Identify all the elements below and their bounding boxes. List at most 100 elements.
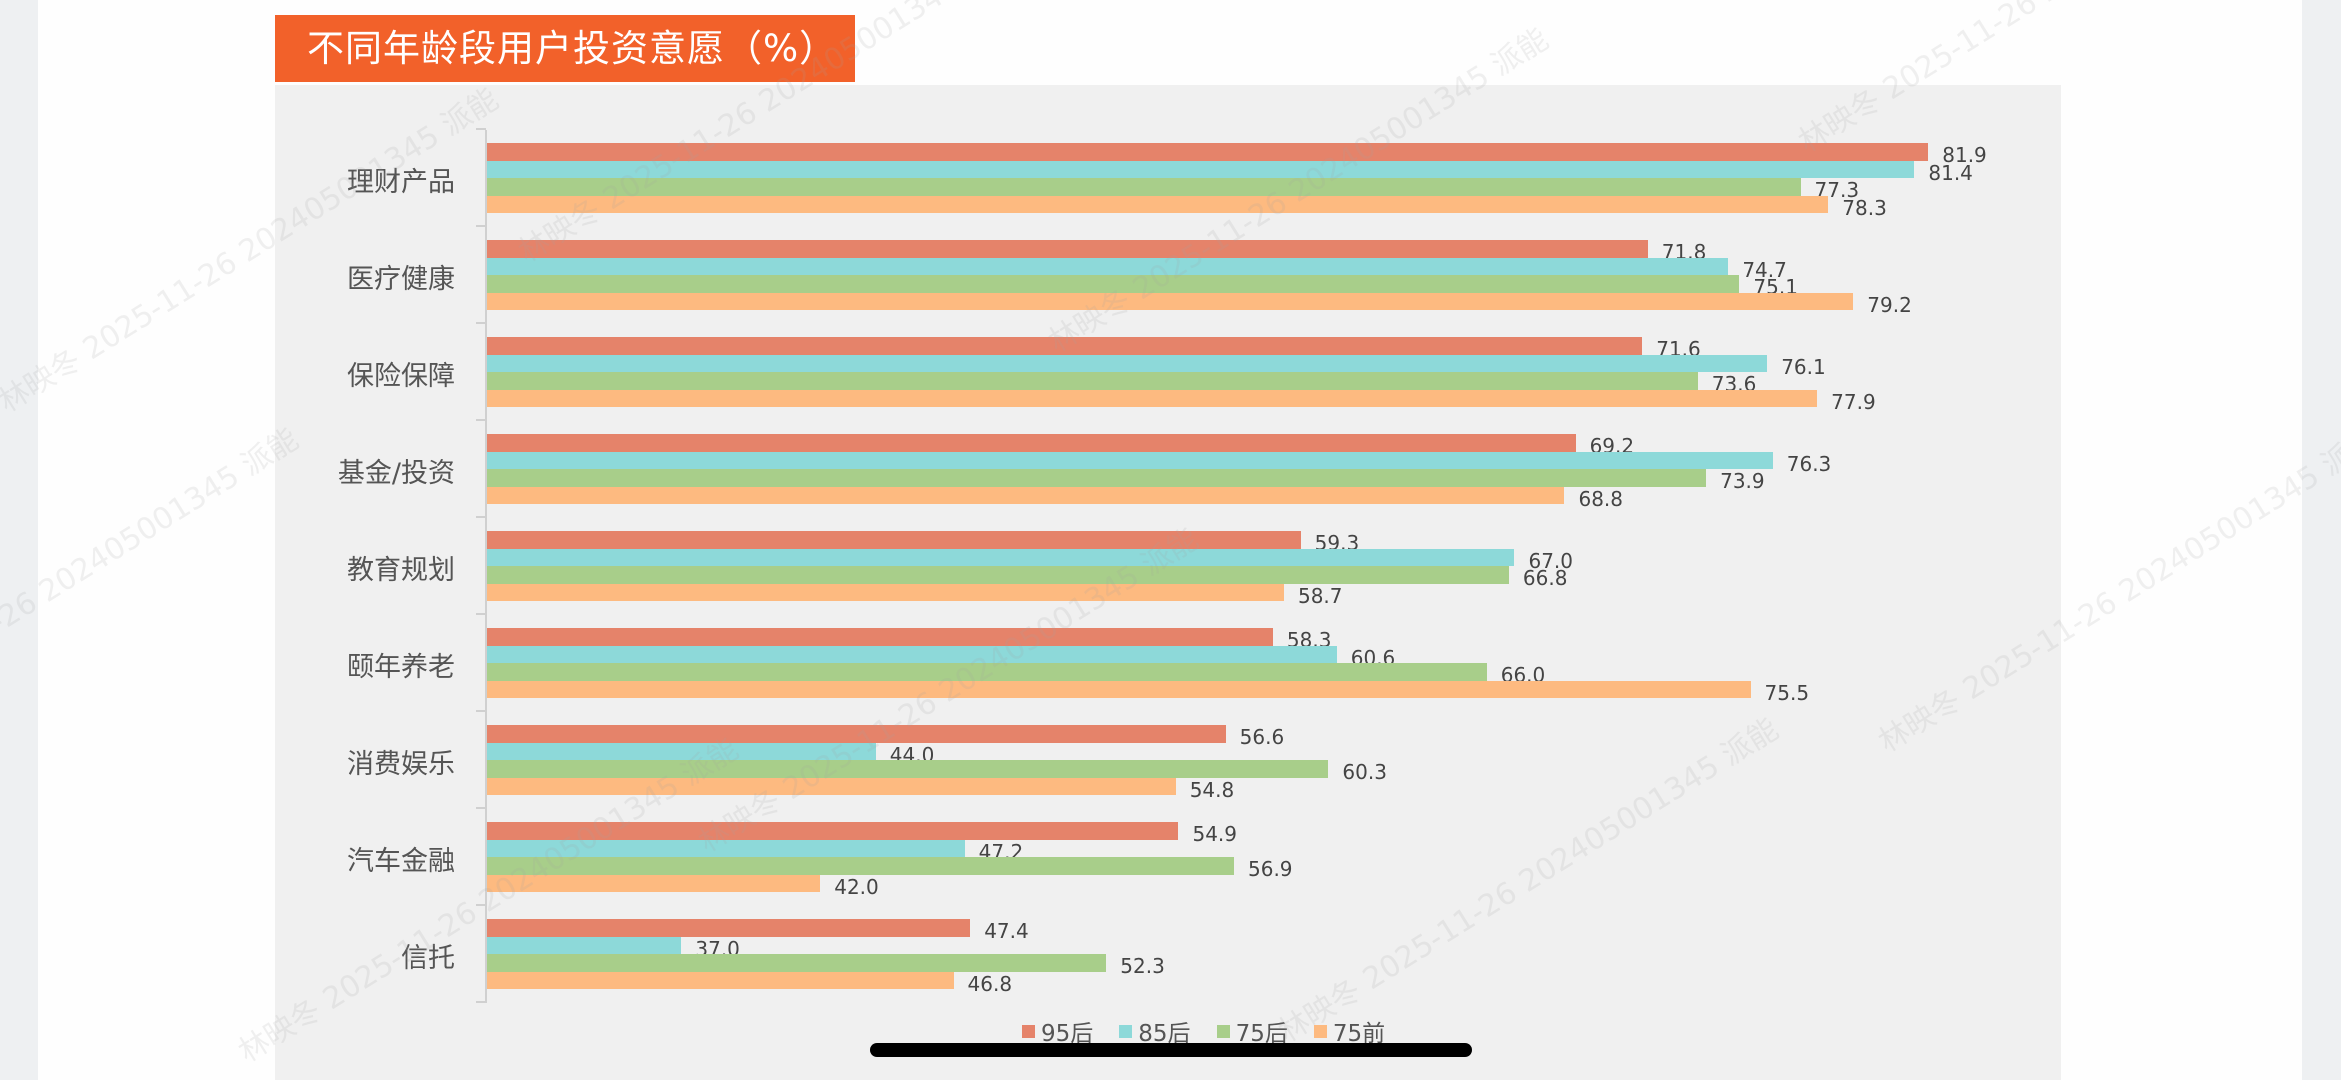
legend-item-95: 95后 [1022, 1014, 1093, 1048]
legend-item-75: 75后 [1216, 1014, 1288, 1048]
value-label: 37.0 [695, 936, 740, 961]
axis-tick [476, 807, 486, 809]
bar-85后 [487, 354, 1768, 372]
category-label: 消费娱乐 [347, 749, 455, 780]
bar-95后 [487, 725, 1226, 743]
value-label: 59.3 [1314, 531, 1360, 555]
bar-75后 [487, 566, 1509, 584]
value-label: 60.6 [1350, 645, 1396, 670]
bar-95后 [487, 143, 1929, 161]
value-label: 54.8 [1189, 777, 1235, 802]
bar-75前 [487, 389, 1818, 407]
legend-label: 95后 [1041, 1021, 1094, 1047]
value-label: 60.3 [1342, 760, 1387, 784]
bar-75前 [487, 874, 821, 892]
bar-75后 [487, 760, 1329, 778]
bar-75前 [487, 583, 1284, 601]
axis-tick [476, 904, 486, 906]
value-label: 46.8 [967, 971, 1013, 996]
axis-tick [476, 419, 486, 421]
value-label: 77.3 [1814, 178, 1860, 202]
legend-swatch-icon [1216, 1024, 1230, 1038]
legend-item-85: 85后 [1119, 1014, 1191, 1048]
value-label: 79.2 [1867, 292, 1912, 317]
value-label: 74.7 [1742, 257, 1787, 282]
axis-tick [476, 1001, 486, 1003]
bar-95后 [487, 628, 1273, 646]
value-label: 71.8 [1661, 240, 1707, 264]
axis-tick [476, 710, 486, 712]
bar-85后 [487, 451, 1773, 469]
value-label: 81.9 [1942, 143, 1987, 167]
bar-75后 [487, 372, 1698, 390]
value-label: 47.4 [984, 919, 1029, 943]
axis-tick [476, 516, 486, 518]
value-label: 81.4 [1928, 160, 1973, 185]
legend-label: 75后 [1235, 1021, 1288, 1047]
bar-85后 [487, 742, 876, 760]
bar-75前 [487, 195, 1829, 213]
value-label: 47.2 [978, 839, 1024, 864]
chart-legend: 95后 85后 75后 75前 [1022, 1014, 1386, 1048]
bar-95后 [487, 337, 1643, 355]
bar-95后 [487, 240, 1648, 258]
value-label: 71.6 [1656, 337, 1701, 361]
bar-85后 [487, 839, 965, 857]
axis-tick [476, 322, 486, 324]
bar-75后 [487, 469, 1707, 487]
value-label: 52.3 [1120, 954, 1165, 978]
value-label: 77.9 [1831, 389, 1876, 414]
bar-85后 [487, 257, 1729, 275]
legend-swatch-icon [1119, 1024, 1133, 1038]
value-label: 44.0 [889, 742, 935, 767]
bar-95后 [487, 822, 1179, 840]
category-label: 医疗健康 [347, 264, 455, 295]
bar-95后 [487, 434, 1576, 452]
value-label: 54.9 [1192, 822, 1237, 846]
value-label: 58.3 [1286, 628, 1332, 652]
bar-75前 [487, 777, 1176, 795]
bar-75前 [487, 971, 954, 989]
legend-swatch-icon [1022, 1024, 1035, 1038]
value-label: 67.0 [1528, 548, 1574, 573]
bar-75前 [487, 486, 1565, 504]
bar-75后 [487, 178, 1801, 196]
axis-tick [476, 225, 486, 227]
value-label: 56.6 [1239, 725, 1285, 749]
axis-tick [476, 613, 486, 615]
category-label: 信托 [401, 943, 455, 974]
bar-75后 [487, 857, 1234, 875]
category-label: 理财产品 [347, 167, 455, 198]
home-indicator-bar[interactable] [870, 1043, 1472, 1057]
bar-85后 [487, 936, 682, 954]
legend-label: 85后 [1138, 1021, 1191, 1047]
bar-95后 [487, 531, 1301, 549]
value-label: 75.5 [1764, 680, 1810, 705]
bar-75后 [487, 663, 1487, 681]
value-label: 76.1 [1781, 354, 1826, 379]
category-label: 汽车金融 [347, 846, 455, 877]
axis-tick [476, 128, 486, 130]
y-axis-line [485, 130, 487, 1003]
value-label: 73.9 [1720, 469, 1765, 493]
value-label: 76.3 [1786, 451, 1832, 476]
bar-75后 [487, 275, 1740, 293]
bar-85后 [487, 645, 1337, 663]
category-label: 基金/投资 [337, 458, 455, 489]
legend-label: 75前 [1332, 1021, 1386, 1047]
value-label: 73.6 [1711, 372, 1757, 396]
chart-title: 不同年龄段用户投资意愿（%） [275, 15, 855, 82]
category-label: 颐年养老 [347, 652, 455, 683]
bar-85后 [487, 548, 1515, 566]
bar-75前 [487, 292, 1854, 310]
legend-item-75-before: 75前 [1313, 1014, 1386, 1048]
bar-75后 [487, 954, 1107, 972]
bar-85后 [487, 160, 1915, 178]
value-label: 69.2 [1589, 434, 1635, 458]
value-label: 66.0 [1500, 663, 1546, 687]
bar-95后 [487, 919, 971, 937]
value-label: 68.8 [1578, 486, 1623, 511]
value-label: 75.1 [1753, 275, 1798, 299]
value-label: 66.8 [1522, 566, 1568, 590]
